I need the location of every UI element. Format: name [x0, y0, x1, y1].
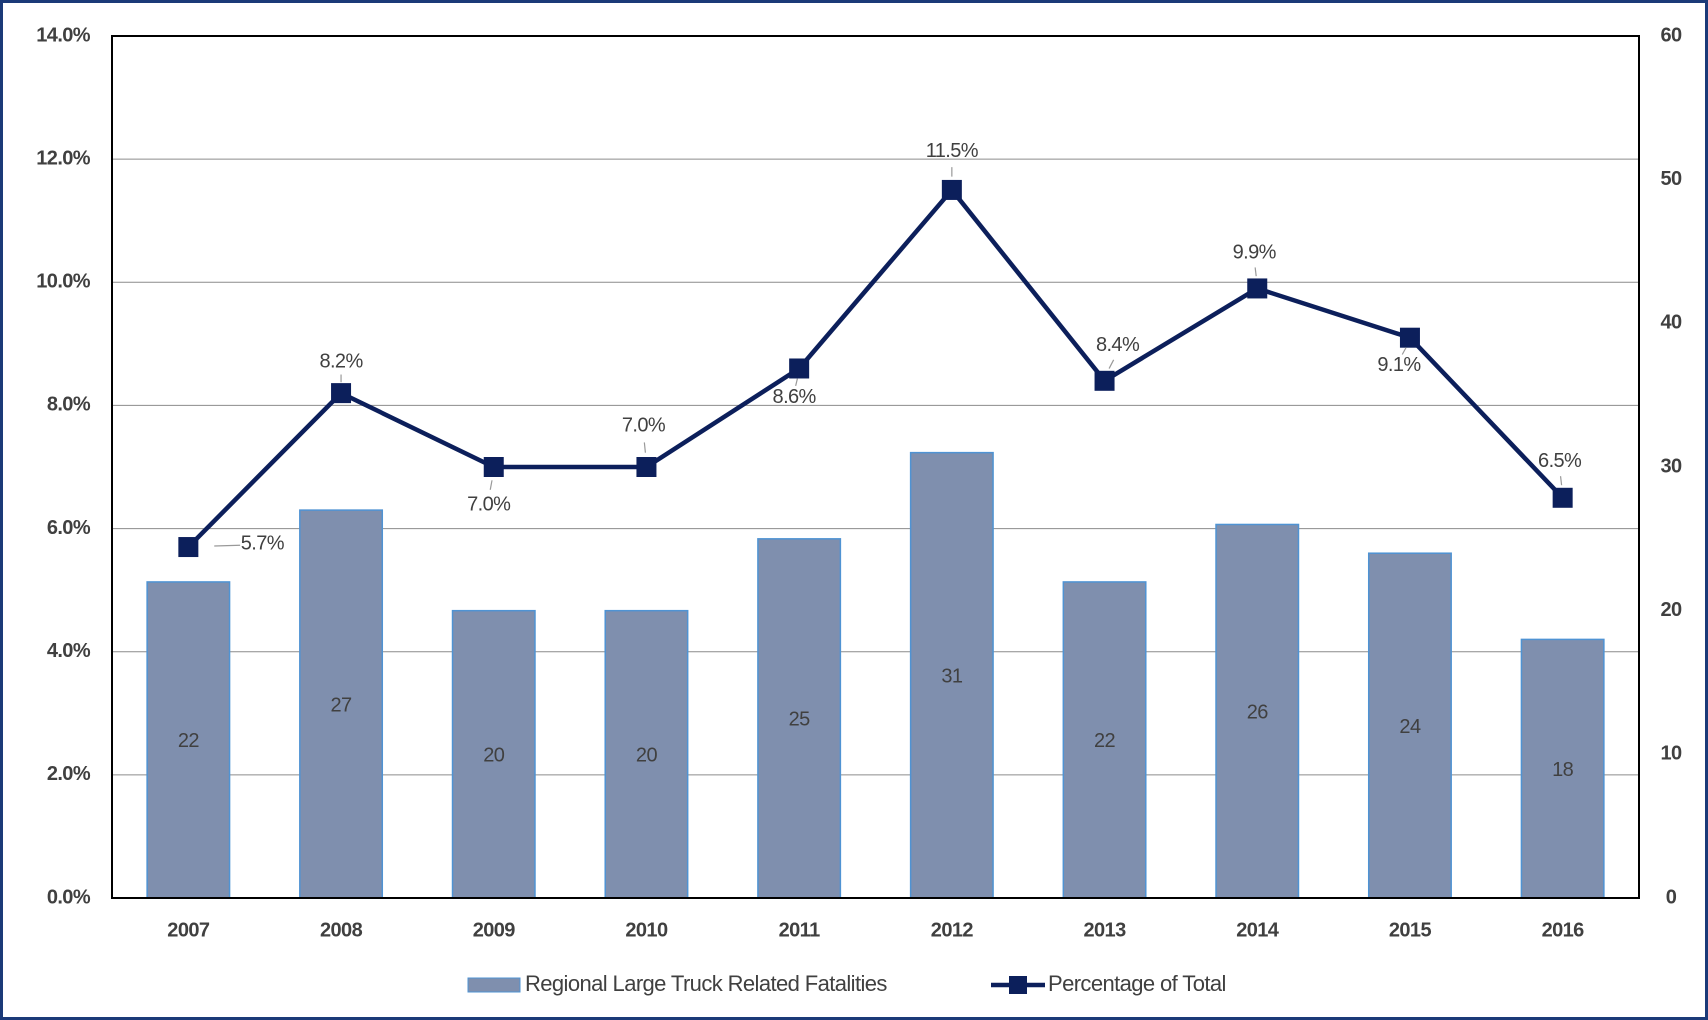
bar [757, 538, 842, 899]
line-value-label: 8.2% [319, 350, 363, 372]
legend-label: Regional Large Truck Related Fatalities [525, 971, 887, 996]
x-tick-label: 2016 [1542, 919, 1585, 941]
bar [909, 451, 994, 899]
x-tick-label: 2009 [473, 919, 516, 941]
line-marker [178, 537, 199, 558]
legend-swatch [467, 977, 521, 993]
x-tick-label: 2015 [1389, 919, 1432, 941]
y2-tick-label: 40 [1660, 312, 1682, 334]
leader-line [1108, 359, 1115, 369]
bar-value-label: 18 [1552, 759, 1574, 781]
line-value-label: 7.0% [467, 493, 511, 515]
x-tick-label: 2013 [1084, 919, 1127, 941]
line-value-label: 9.1% [1377, 354, 1421, 376]
y-tick-label: 14.0% [36, 24, 91, 46]
line-marker [331, 383, 352, 404]
line-marker [1094, 370, 1115, 391]
line-marker [483, 457, 504, 477]
plot-area [111, 35, 1640, 899]
line [186, 187, 1565, 549]
x-tick-label: 2012 [931, 919, 974, 941]
line-value-label: 6.5% [1538, 450, 1582, 472]
line-marker [1247, 278, 1268, 299]
y-tick-label: 12.0% [36, 147, 91, 169]
line-value-label: 9.9% [1233, 242, 1277, 264]
y2-tick-label: 20 [1660, 599, 1682, 621]
x-tick-label: 2008 [320, 919, 363, 941]
line-value-label: 8.4% [1096, 334, 1140, 356]
bar-value-label: 22 [1094, 730, 1116, 752]
leader-line [643, 442, 646, 453]
bar [146, 581, 231, 899]
line-marker [1552, 487, 1573, 508]
y-tick-label: 8.0% [47, 394, 91, 416]
line-value-label: 11.5% [926, 140, 979, 162]
line-marker [1399, 327, 1420, 348]
bar [1215, 523, 1300, 899]
legend-label: Percentage of Total [1048, 971, 1226, 996]
bar-value-label: 31 [941, 666, 963, 688]
bar [1062, 581, 1147, 899]
bar [299, 509, 384, 899]
bar [1520, 638, 1605, 899]
y-tick-label: 6.0% [47, 517, 91, 539]
y2-tick-label: 0 [1666, 886, 1677, 908]
leader-line [1559, 476, 1563, 486]
line-value-label: 7.0% [622, 414, 666, 436]
x-tick-label: 2011 [779, 919, 820, 941]
line-value-label: 5.7% [241, 532, 285, 554]
y-tick-label: 2.0% [47, 763, 91, 785]
y2-tick-label: 10 [1660, 743, 1682, 765]
x-tick-label: 2007 [167, 919, 210, 941]
x-tick-label: 2014 [1236, 919, 1280, 941]
bar-value-label: 22 [178, 730, 200, 752]
x-tick-label: 2010 [625, 919, 668, 941]
y2-tick-label: 30 [1660, 455, 1682, 477]
leader-line [214, 544, 241, 547]
y-tick-label: 0.0% [47, 886, 91, 908]
bar-value-label: 25 [789, 709, 811, 731]
bar [451, 609, 536, 899]
line-marker [636, 457, 657, 477]
leader-line [489, 480, 493, 490]
leader-line [1401, 347, 1407, 355]
line-value-label: 8.6% [773, 386, 817, 408]
y-tick-label: 4.0% [47, 640, 91, 662]
bar-value-label: 20 [483, 745, 505, 767]
leader-line [795, 378, 798, 387]
line-marker [789, 358, 810, 379]
legend-swatch-marker [1009, 976, 1027, 994]
bar [1367, 552, 1452, 899]
y-tick-label: 10.0% [36, 271, 91, 293]
bar-value-label: 20 [636, 745, 658, 767]
bar-value-label: 26 [1247, 702, 1269, 724]
bar-value-label: 24 [1399, 716, 1421, 738]
y2-tick-label: 60 [1660, 24, 1682, 46]
leader-line [1254, 267, 1257, 277]
bar-value-label: 27 [331, 694, 353, 716]
y2-tick-label: 50 [1660, 168, 1682, 190]
line-marker [941, 179, 962, 200]
